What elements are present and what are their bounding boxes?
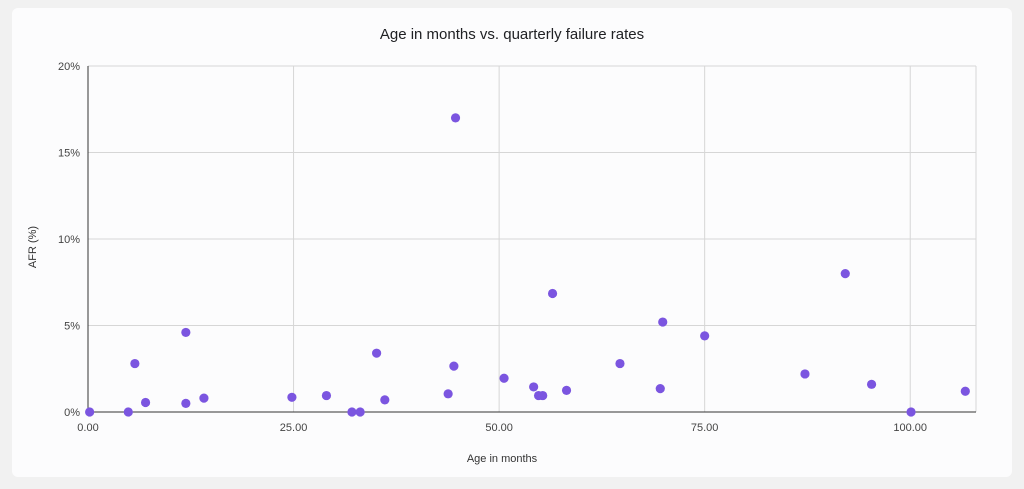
y-tick-label: 10% — [58, 234, 80, 246]
tick-labels: 0% 5% 10% 15% 20% 0.00 25.00 50.00 75.00 100.00 — [58, 61, 927, 434]
chart-card: Age in months vs. quarterly failure rate… — [12, 8, 1012, 477]
data-point[interactable] — [906, 407, 916, 417]
data-point[interactable] — [355, 407, 365, 417]
y-tick-label: 15% — [58, 148, 80, 160]
axes — [87, 66, 976, 413]
grid — [88, 65, 977, 412]
data-point[interactable] — [655, 384, 665, 394]
scatter-chart: Age in months vs. quarterly failure rate… — [27, 26, 977, 465]
data-point[interactable] — [372, 348, 382, 358]
data-point[interactable] — [181, 398, 191, 408]
x-tick-label: 75.00 — [691, 422, 719, 434]
y-axis-label: AFR (%) — [27, 226, 39, 268]
data-point[interactable] — [960, 386, 970, 396]
data-point[interactable] — [380, 395, 390, 405]
x-axis-label: Age in months — [467, 453, 538, 465]
data-point[interactable] — [85, 407, 95, 417]
x-tick-label: 0.00 — [77, 422, 98, 434]
data-point[interactable] — [866, 379, 877, 389]
data-point[interactable] — [538, 390, 548, 401]
data-point[interactable] — [840, 269, 850, 279]
data-point[interactable] — [658, 317, 668, 327]
data-point[interactable] — [800, 369, 810, 379]
data-point[interactable] — [700, 331, 710, 341]
y-tick-label: 20% — [58, 61, 80, 73]
chart-title: Age in months vs. quarterly failure rate… — [380, 26, 644, 43]
data-point[interactable] — [615, 358, 625, 369]
data-point[interactable] — [140, 397, 151, 408]
data-point[interactable] — [199, 393, 209, 403]
y-tick-label: 5% — [64, 321, 80, 333]
data-point[interactable] — [287, 392, 297, 402]
data-point[interactable] — [529, 382, 539, 392]
x-tick-label: 25.00 — [280, 422, 308, 434]
x-tick-label: 100.00 — [893, 422, 927, 434]
data-point[interactable] — [450, 113, 461, 123]
data-point[interactable] — [123, 407, 133, 417]
data-point[interactable] — [443, 389, 453, 399]
data-point[interactable] — [130, 358, 140, 369]
data-point[interactable] — [449, 361, 459, 371]
data-points — [85, 113, 970, 417]
data-point[interactable] — [181, 327, 191, 338]
data-point[interactable] — [547, 288, 558, 299]
y-tick-label: 0% — [64, 407, 80, 419]
data-point[interactable] — [561, 385, 572, 395]
data-point[interactable] — [347, 407, 357, 417]
x-tick-label: 50.00 — [485, 422, 513, 434]
data-point[interactable] — [321, 390, 332, 401]
data-point[interactable] — [499, 373, 509, 383]
